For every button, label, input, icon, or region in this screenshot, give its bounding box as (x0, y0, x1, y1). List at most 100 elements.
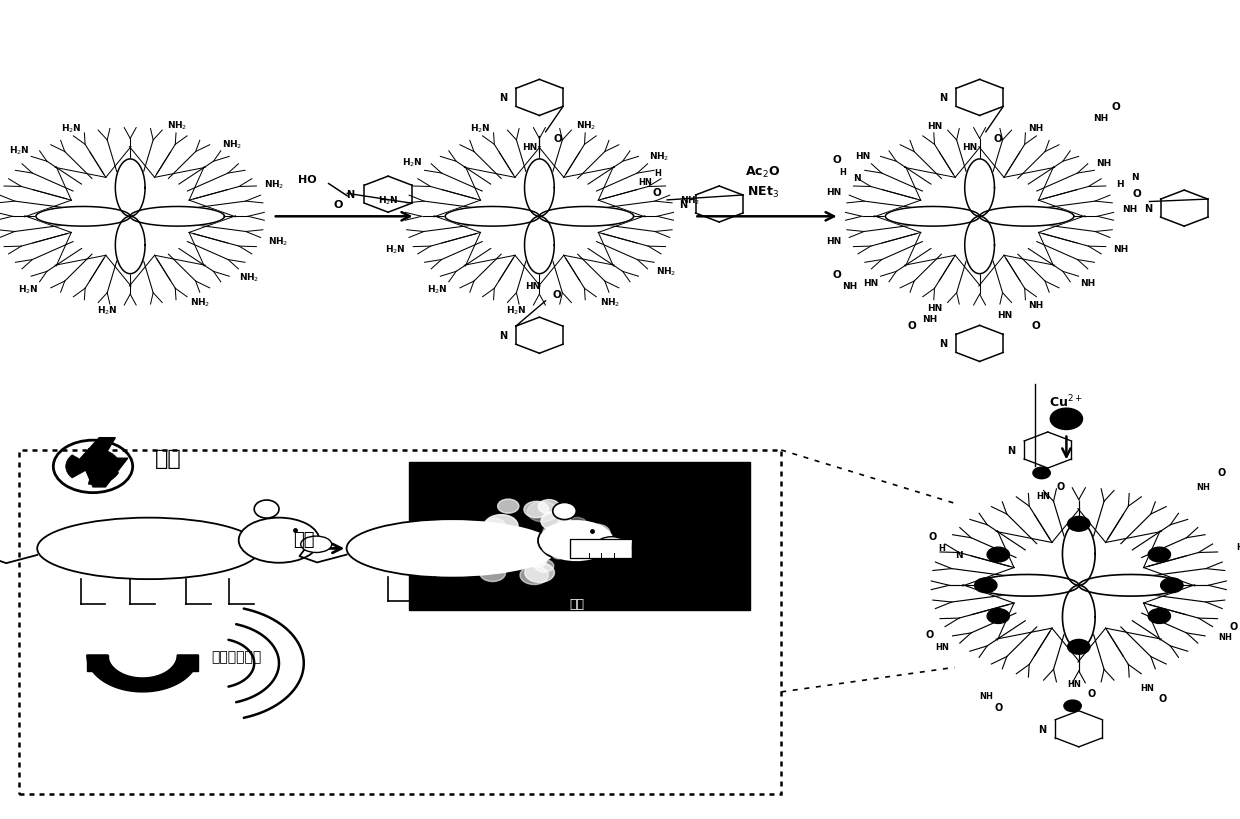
Ellipse shape (596, 537, 626, 553)
Text: HO: HO (298, 175, 316, 185)
Circle shape (484, 518, 505, 532)
Text: NH: NH (923, 315, 937, 324)
Text: NH$_2$: NH$_2$ (600, 296, 620, 309)
Circle shape (480, 565, 506, 581)
Text: N: N (498, 331, 507, 341)
Circle shape (484, 515, 518, 537)
Text: H$_2$N: H$_2$N (9, 144, 30, 156)
Circle shape (1064, 700, 1081, 712)
Text: H: H (1236, 543, 1240, 551)
Circle shape (1161, 578, 1183, 593)
Text: N: N (1131, 174, 1138, 182)
Circle shape (525, 549, 543, 560)
Text: NH: NH (978, 692, 993, 700)
Polygon shape (445, 207, 539, 227)
Ellipse shape (553, 503, 577, 520)
Circle shape (1033, 468, 1050, 479)
Text: H$_2$N: H$_2$N (97, 305, 118, 317)
Text: O: O (552, 290, 562, 300)
Text: H$_2$N: H$_2$N (506, 305, 527, 317)
Text: HN: HN (1066, 680, 1081, 688)
Bar (409, 463, 750, 610)
Polygon shape (885, 207, 980, 227)
Text: NEt$_3$: NEt$_3$ (746, 185, 779, 200)
Polygon shape (130, 207, 224, 227)
Text: N: N (939, 93, 947, 103)
Text: O: O (832, 269, 842, 279)
Polygon shape (87, 655, 198, 692)
Polygon shape (525, 217, 554, 274)
Circle shape (553, 536, 569, 547)
Text: H$_2$N: H$_2$N (378, 194, 399, 207)
Text: NH$_2$: NH$_2$ (577, 120, 596, 133)
Bar (570, 539, 632, 559)
Polygon shape (965, 160, 994, 217)
Text: NH: NH (1028, 124, 1044, 133)
Circle shape (525, 502, 549, 518)
FancyBboxPatch shape (19, 450, 781, 794)
Circle shape (534, 560, 554, 572)
Text: HN: HN (928, 304, 942, 313)
Wedge shape (66, 455, 93, 478)
Text: O: O (1111, 102, 1121, 111)
Text: NH: NH (842, 283, 857, 291)
Polygon shape (965, 217, 994, 274)
Text: N: N (1143, 204, 1152, 214)
Text: 放疗: 放疗 (155, 449, 182, 468)
Text: HN: HN (997, 311, 1012, 319)
Text: NH$_2$: NH$_2$ (264, 179, 284, 191)
Ellipse shape (254, 500, 279, 518)
Text: HN: HN (526, 283, 541, 291)
Circle shape (564, 536, 593, 554)
Text: N: N (853, 174, 861, 183)
Text: O: O (926, 630, 934, 640)
Text: H$_2$N: H$_2$N (61, 122, 82, 135)
Text: N: N (1007, 446, 1016, 455)
Circle shape (1068, 517, 1090, 532)
Text: NH$_2$: NH$_2$ (239, 271, 259, 284)
Text: NH$_2$: NH$_2$ (656, 265, 677, 278)
Text: O: O (1030, 321, 1040, 331)
Circle shape (513, 531, 529, 542)
Text: HN: HN (856, 152, 870, 161)
Polygon shape (1063, 523, 1095, 586)
Text: NH: NH (1096, 159, 1112, 168)
Text: HN: HN (928, 121, 942, 130)
Ellipse shape (346, 519, 558, 578)
Text: N: N (1038, 724, 1047, 734)
Text: H$_2$N: H$_2$N (427, 283, 448, 296)
Text: O: O (1230, 622, 1238, 631)
Text: H: H (937, 544, 945, 552)
Text: 肿瘤: 肿瘤 (569, 597, 584, 610)
Polygon shape (539, 207, 634, 227)
Text: HN: HN (863, 279, 879, 288)
Text: 加强: 加强 (293, 530, 315, 548)
Text: HN: HN (935, 643, 950, 651)
Text: O: O (929, 532, 936, 541)
Polygon shape (81, 438, 128, 487)
Circle shape (987, 609, 1009, 624)
Text: HN: HN (637, 178, 652, 186)
Text: HN: HN (962, 143, 977, 152)
Text: N: N (939, 339, 947, 349)
Circle shape (542, 540, 565, 554)
Ellipse shape (538, 519, 615, 563)
Text: N: N (498, 93, 507, 103)
Polygon shape (177, 655, 198, 672)
Polygon shape (115, 160, 145, 217)
Text: O: O (832, 155, 842, 165)
Polygon shape (525, 160, 554, 217)
Text: NH$_2$: NH$_2$ (680, 194, 701, 207)
Text: 化疗: 化疗 (645, 531, 672, 550)
Circle shape (1148, 548, 1171, 562)
Circle shape (564, 536, 579, 545)
Text: NH$_2$: NH$_2$ (649, 150, 668, 163)
Circle shape (568, 518, 587, 531)
Ellipse shape (238, 518, 320, 563)
Text: Ac$_2$O: Ac$_2$O (745, 165, 780, 179)
Circle shape (543, 527, 554, 535)
Text: O: O (1087, 688, 1095, 698)
Text: NH: NH (1094, 115, 1109, 123)
Text: NH: NH (1028, 301, 1044, 310)
Circle shape (520, 566, 548, 585)
